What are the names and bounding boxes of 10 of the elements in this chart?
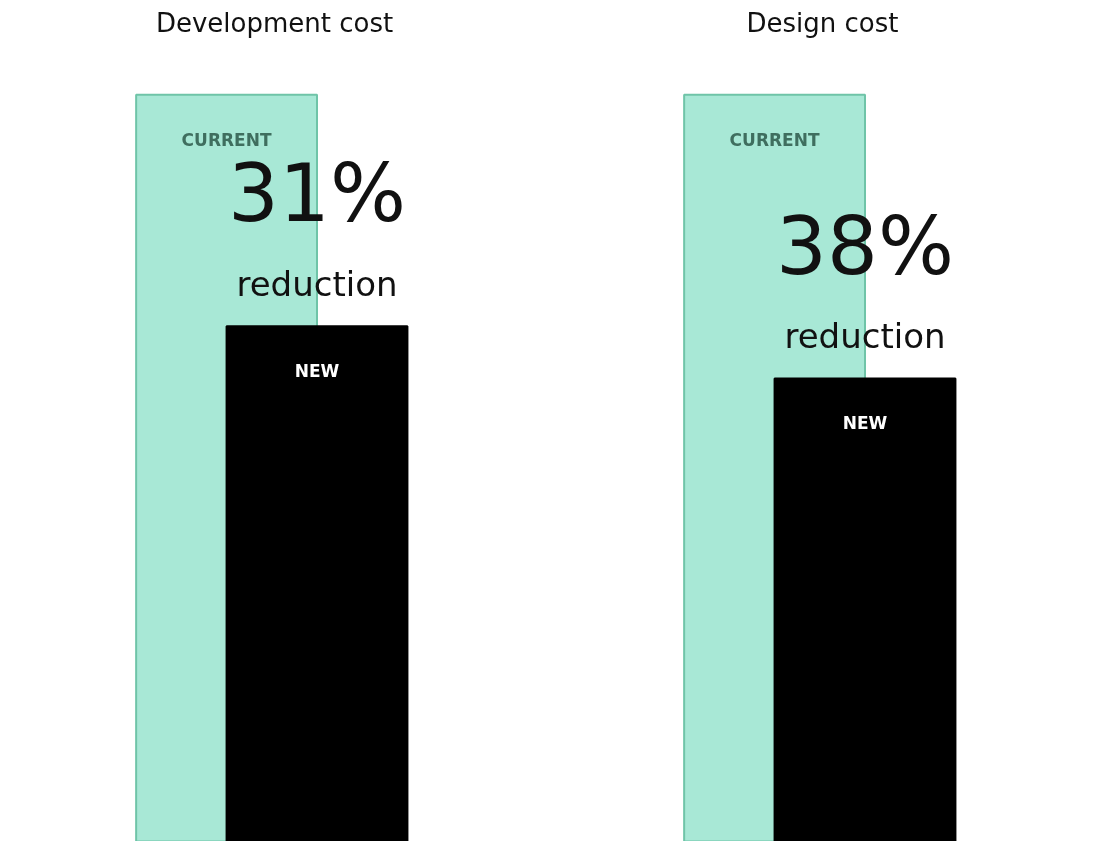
- annotation: 38%: [776, 199, 954, 293]
- chart-title: Design cost: [746, 7, 899, 38]
- chart-title: Development cost: [155, 7, 394, 38]
- series-label: CURRENT: [729, 129, 820, 150]
- annotation: 31%: [228, 147, 406, 241]
- annotation: reduction: [784, 316, 946, 357]
- series-label: NEW: [294, 361, 340, 382]
- series-label: NEW: [842, 413, 888, 434]
- annotation: reduction: [236, 263, 398, 304]
- series-label: CURRENT: [181, 129, 272, 150]
